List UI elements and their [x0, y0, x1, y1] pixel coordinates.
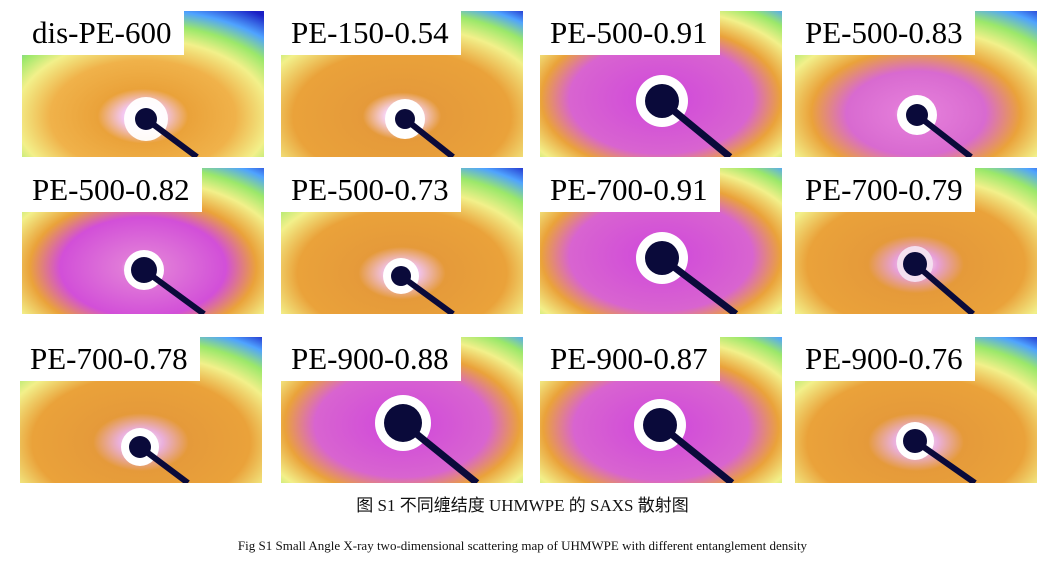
sample-label: PE-900-0.87 [540, 337, 720, 381]
saxs-panel: PE-900-0.88 [281, 337, 523, 483]
sample-label: PE-700-0.78 [20, 337, 200, 381]
saxs-figure-grid: dis-PE-600 PE-150-0.54 [20, 11, 1037, 483]
saxs-panel: PE-500-0.83 [795, 11, 1037, 157]
sample-label: PE-700-0.79 [795, 168, 975, 212]
sample-label: PE-500-0.73 [281, 168, 461, 212]
saxs-panel: PE-700-0.79 [795, 168, 1037, 314]
sample-label: PE-700-0.91 [540, 168, 720, 212]
sample-label: PE-900-0.76 [795, 337, 975, 381]
saxs-panel: PE-150-0.54 [281, 11, 523, 157]
sample-label: PE-500-0.91 [540, 11, 720, 55]
sample-label: dis-PE-600 [22, 11, 184, 55]
saxs-panel: PE-500-0.73 [281, 168, 523, 314]
saxs-panel: PE-900-0.87 [540, 337, 782, 483]
saxs-panel: dis-PE-600 [22, 11, 264, 157]
figure-caption-english: Fig S1 Small Angle X-ray two-dimensional… [237, 538, 808, 553]
saxs-panel: PE-500-0.91 [540, 11, 782, 157]
sample-label: PE-500-0.83 [795, 11, 975, 55]
saxs-panel: PE-700-0.91 [540, 168, 782, 314]
sample-label: PE-900-0.88 [281, 337, 461, 381]
sample-label: PE-500-0.82 [22, 168, 202, 212]
saxs-panel: PE-500-0.82 [22, 168, 264, 314]
saxs-panel: PE-900-0.76 [795, 337, 1037, 483]
saxs-panel: PE-700-0.78 [20, 337, 262, 483]
sample-label: PE-150-0.54 [281, 11, 461, 55]
figure-caption-chinese: 图 S1 不同缠结度 UHMWPE 的 SAXS 散射图 [356, 496, 689, 515]
